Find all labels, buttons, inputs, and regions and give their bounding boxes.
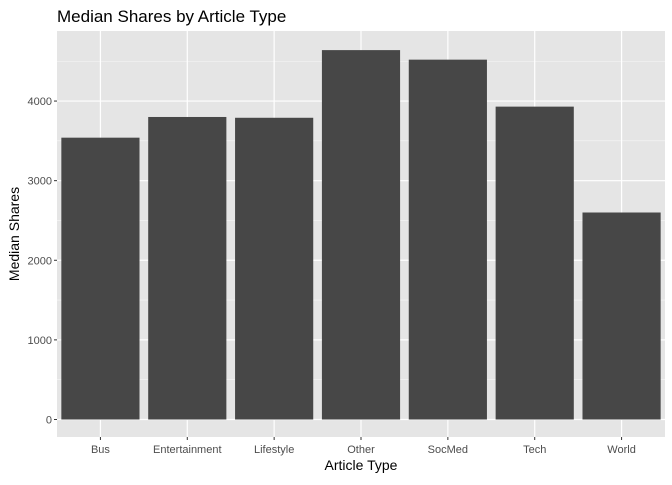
y-tick-label: 3000 <box>28 176 52 188</box>
x-tick-label: Bus <box>91 444 110 456</box>
x-tick-label: SocMed <box>428 444 468 456</box>
y-tick-label: 4000 <box>28 96 52 108</box>
x-tick-label: World <box>607 444 636 456</box>
x-tick-label: Entertainment <box>153 444 221 456</box>
y-tick-label: 2000 <box>28 255 52 267</box>
bar-socmed <box>408 59 487 420</box>
y-axis-label: Median Shares <box>6 187 22 281</box>
bar-tech <box>495 106 574 420</box>
bars <box>61 50 661 420</box>
chart-title: Median Shares by Article Type <box>57 7 286 26</box>
x-tick-label: Other <box>347 444 375 456</box>
x-tick-label: Lifestyle <box>254 444 294 456</box>
bar-bus <box>61 137 140 420</box>
x-axis: Bus Entertainment Lifestyle Other SocMed Tech… <box>91 437 636 456</box>
bar-entertainment <box>148 116 227 420</box>
x-axis-label: Article Type <box>325 457 398 473</box>
bar-world <box>582 212 661 420</box>
x-tick-label: Tech <box>523 444 546 456</box>
y-tick-label: 0 <box>46 414 52 426</box>
bar-lifestyle <box>235 117 314 420</box>
y-axis: 0 1000 2000 3000 4000 <box>28 96 57 426</box>
bar-other <box>321 50 401 420</box>
y-tick-label: 1000 <box>28 335 52 347</box>
